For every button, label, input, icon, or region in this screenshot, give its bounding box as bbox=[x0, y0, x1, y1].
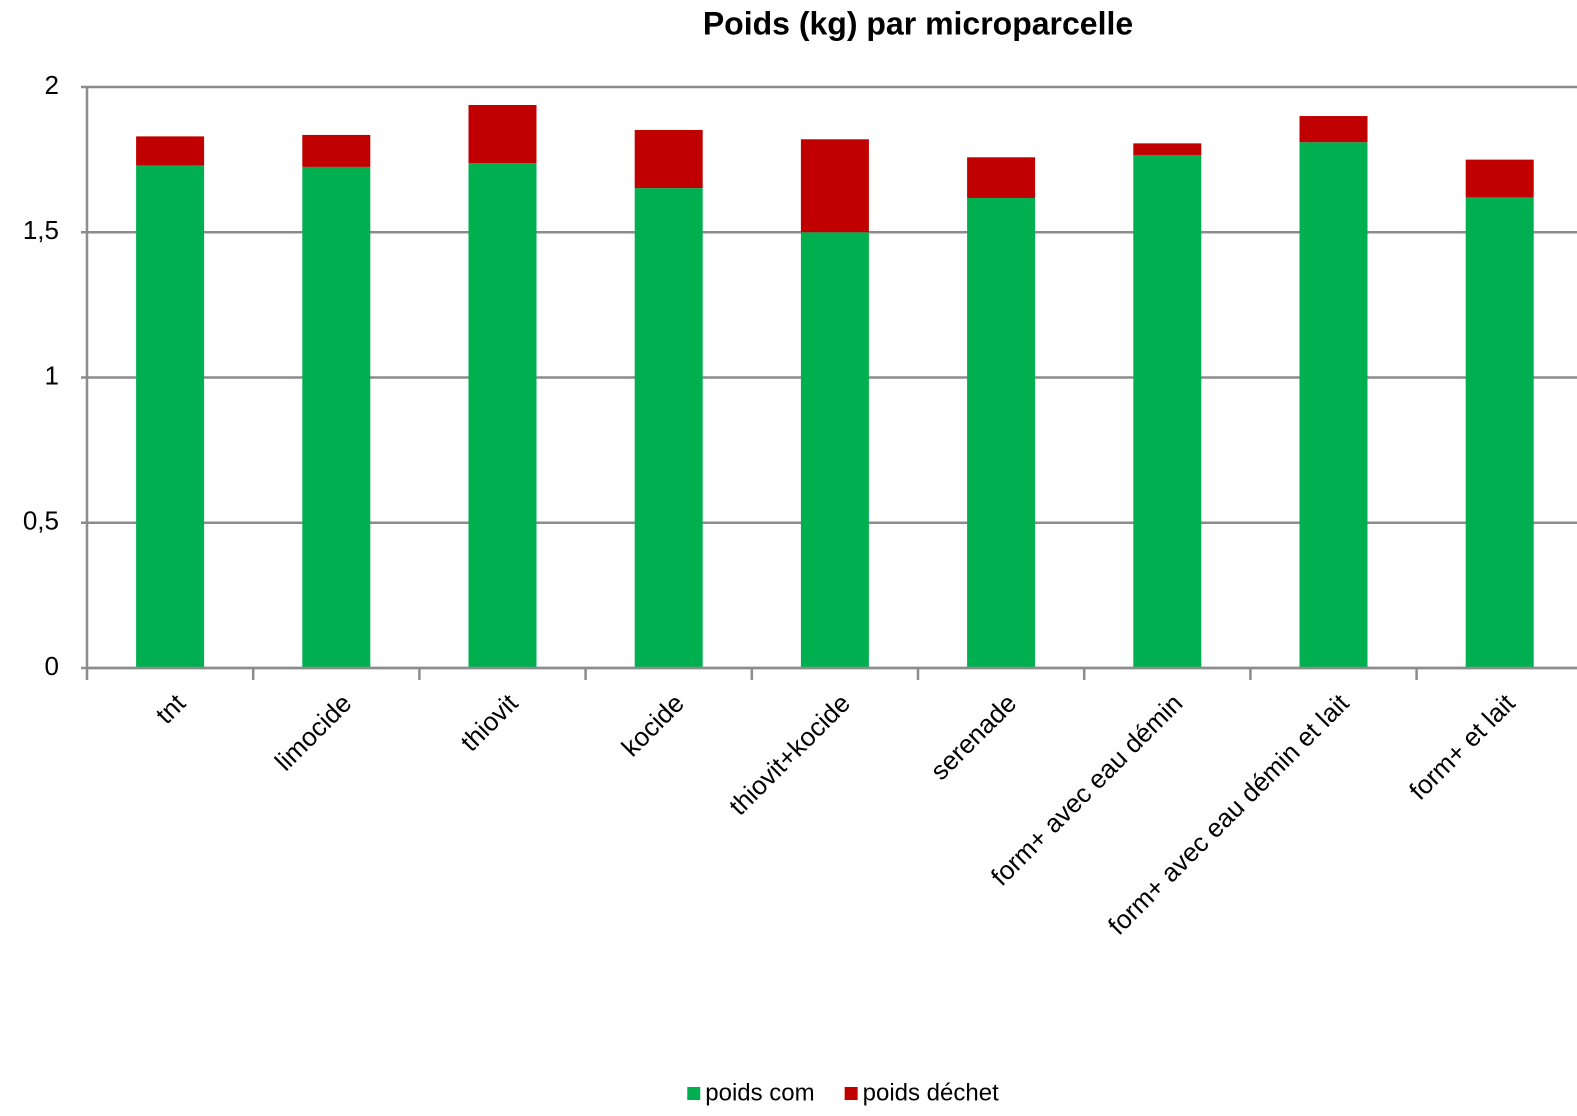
bar-segment bbox=[136, 165, 205, 668]
legend-label: poids com bbox=[705, 1079, 814, 1106]
x-tick-label: tnt bbox=[150, 687, 192, 729]
bar-segment bbox=[634, 188, 703, 668]
bar-segment bbox=[468, 105, 537, 164]
bar-segment bbox=[634, 129, 703, 189]
legend-swatch bbox=[687, 1087, 701, 1100]
bar-segment bbox=[967, 197, 1036, 668]
bar-segment bbox=[800, 139, 869, 233]
y-tick-label: 1 bbox=[45, 360, 59, 390]
x-tick-label: kocide bbox=[615, 688, 689, 762]
bar-segment bbox=[967, 157, 1036, 198]
chart-title: Poids (kg) par microparcelle bbox=[703, 5, 1133, 41]
bar-segment bbox=[302, 166, 371, 668]
bar-segment bbox=[1465, 197, 1534, 668]
legend-swatch bbox=[844, 1087, 858, 1100]
legend-label: poids déchet bbox=[863, 1079, 999, 1106]
x-tick-label: thiovit bbox=[454, 687, 524, 757]
y-tick-label: 0 bbox=[45, 651, 59, 681]
x-tick-label: form+ avec eau démin bbox=[985, 688, 1189, 892]
y-tick-label: 2 bbox=[45, 70, 59, 100]
bar-segment bbox=[1465, 159, 1534, 198]
bar-segment bbox=[302, 134, 371, 167]
x-tick-label: serenade bbox=[924, 688, 1022, 786]
x-tick-label: form+ et lait bbox=[1403, 687, 1521, 805]
bar-segment bbox=[468, 163, 537, 668]
bar-segment bbox=[1299, 116, 1368, 143]
x-tick-label: thiovit+kocide bbox=[723, 688, 856, 821]
bar-segment bbox=[1133, 154, 1202, 669]
y-tick-label: 1,5 bbox=[23, 215, 59, 245]
x-tick-label: limocide bbox=[269, 688, 358, 777]
bar-segment bbox=[136, 136, 205, 166]
bar-segment bbox=[800, 232, 869, 668]
y-tick-label: 0,5 bbox=[23, 506, 59, 536]
bar-segment bbox=[1133, 143, 1202, 155]
bar-segment bbox=[1299, 142, 1368, 668]
